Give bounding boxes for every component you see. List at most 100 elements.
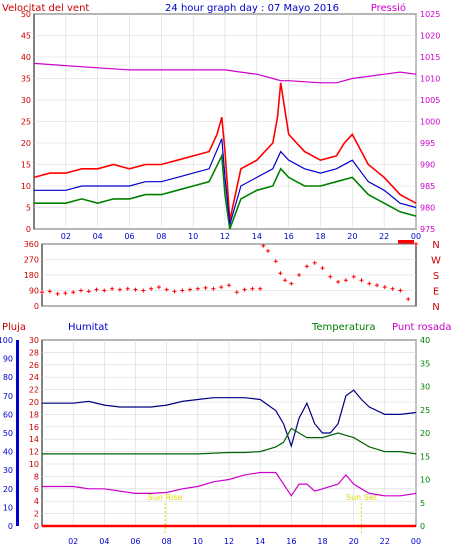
compass-label: E <box>433 287 439 298</box>
pressure-y-tick-label: 1025 <box>420 10 440 19</box>
wind-x-tick-label: 08 <box>156 232 166 241</box>
direction-point <box>102 288 107 293</box>
rain-y-tick-label: 8 <box>34 472 39 481</box>
direction-point <box>110 286 115 291</box>
humidity-series-group <box>42 389 417 528</box>
temperature-y-tick-label: 5 <box>420 499 425 508</box>
rain-y-tick-label: 14 <box>29 435 39 444</box>
pressure-y-tick-label: 1015 <box>420 53 440 62</box>
compass-label: N <box>432 240 439 251</box>
direction-point <box>278 271 283 276</box>
wind-x-tick-label: 16 <box>284 232 294 241</box>
wind-x-tick-label: 12 <box>220 232 230 241</box>
wind-x-tick-label: 20 <box>347 232 357 241</box>
temperature-y-tick-label: 0 <box>420 522 425 531</box>
compass-label: N <box>432 302 439 313</box>
wind-x-tick-label: 02 <box>61 232 71 241</box>
humidity-x-tick-label: 12 <box>224 537 234 546</box>
temperature-y-tick-label: 15 <box>420 452 430 461</box>
direction-point <box>367 281 372 286</box>
pressure-y-tick-label: 975 <box>420 225 435 234</box>
humidity-y-tick-label: 90 <box>3 355 13 364</box>
pluja-label: Pluja <box>2 322 26 333</box>
wind-y-tick-label: 0 <box>26 225 31 234</box>
humidity-x-tick-label: 08 <box>162 537 172 546</box>
direction-point <box>375 283 379 288</box>
direction-y-tick-label: 0 <box>34 302 39 311</box>
direction-point <box>180 288 185 293</box>
humidity-y-tick-label: 30 <box>3 466 13 475</box>
direction-point <box>125 286 130 291</box>
pressure-y-tick-label: 1010 <box>420 75 440 84</box>
wind-x-tick-label: 06 <box>124 232 134 241</box>
humidity-y-tick-label: 40 <box>3 448 13 457</box>
direction-point <box>398 288 403 293</box>
humidity-axis-bar <box>16 340 19 526</box>
direction-point <box>156 285 161 290</box>
humidity-y-tick-label: 60 <box>3 410 13 419</box>
sunset-label: Sun Set <box>346 493 377 502</box>
wind-y-tick-label: 45 <box>21 32 31 41</box>
wind-left-axis: 0 5 10 15 20 25 30 35 40 45 50 <box>21 10 31 234</box>
wind-x-tick-label: 18 <box>315 232 325 241</box>
temperature-y-tick-label: 30 <box>420 383 430 392</box>
wind-y-tick-label: 5 <box>26 204 31 213</box>
chart-title: 24 hour graph day : 07 Mayo 2016 <box>165 3 339 14</box>
wind-y-tick-label: 50 <box>21 10 31 19</box>
compass-label: W <box>431 256 441 267</box>
temperature-y-tick-label: 20 <box>420 429 430 438</box>
temperature-y-tick-label: 40 <box>420 336 430 345</box>
temperatura-label: Temperatura <box>311 322 376 333</box>
pressure-title: Pressió <box>371 2 406 14</box>
humitat-label: Humitat <box>68 322 108 333</box>
pressure-y-tick-label: 985 <box>420 182 435 191</box>
direction-point <box>336 279 341 284</box>
direction-point <box>312 260 317 265</box>
wind-calm-indicator <box>398 240 414 244</box>
rain-y-tick-label: 26 <box>29 361 39 370</box>
wind-series-gust <box>33 82 417 221</box>
wind-x-tick-label: 00 <box>411 232 421 241</box>
direction-point <box>149 286 154 291</box>
direction-point <box>195 286 200 291</box>
direction-point <box>141 288 146 293</box>
direction-point <box>414 242 418 246</box>
humidity-axis: 0 10 20 30 40 50 60 70 80 90 100 <box>0 336 13 531</box>
pressure-y-tick-label: 1005 <box>420 96 440 105</box>
wind-x-tick-label: 10 <box>188 232 198 241</box>
rain-y-tick-label: 30 <box>29 336 39 345</box>
direction-point <box>219 285 224 290</box>
wind-x-tick-label: 22 <box>379 232 389 241</box>
direction-point <box>133 287 138 292</box>
direction-point <box>55 291 60 296</box>
humidity-y-tick-label: 50 <box>3 429 13 438</box>
wind-series-low <box>34 152 417 230</box>
humidity-x-tick-label: 10 <box>193 537 203 546</box>
direction-point <box>382 285 387 290</box>
temperature-y-tick-label: 10 <box>420 476 430 485</box>
wind-x-tick-label: 04 <box>93 232 103 241</box>
wind-y-tick-label: 30 <box>21 96 31 105</box>
direction-point <box>63 291 68 296</box>
pressure-y-tick-label: 990 <box>420 161 435 170</box>
wind-grid <box>34 13 417 230</box>
humidity-x-tick-label: 02 <box>68 537 78 546</box>
direction-y-tick-label: 270 <box>24 256 39 265</box>
direction-point <box>390 286 395 291</box>
direction-point <box>203 285 208 290</box>
direction-point <box>234 290 239 295</box>
humidity-x-tick-label: 14 <box>255 537 265 546</box>
direction-point <box>343 278 348 283</box>
direction-point <box>242 287 247 292</box>
humidity-x-tick-label: 18 <box>317 537 327 546</box>
wind-y-tick-label: 35 <box>21 75 31 84</box>
wind-series-group <box>33 62 417 230</box>
humidity-y-tick-label: 20 <box>3 485 13 494</box>
sun-markers: Sun Rise Sun Set <box>148 493 377 534</box>
rain-y-tick-label: 16 <box>29 423 39 432</box>
direction-point <box>188 287 192 292</box>
pressure-y-tick-label: 980 <box>420 204 435 213</box>
direction-y-tick-label: 90 <box>29 287 39 296</box>
humidity-x-tick-label: 04 <box>99 537 109 546</box>
